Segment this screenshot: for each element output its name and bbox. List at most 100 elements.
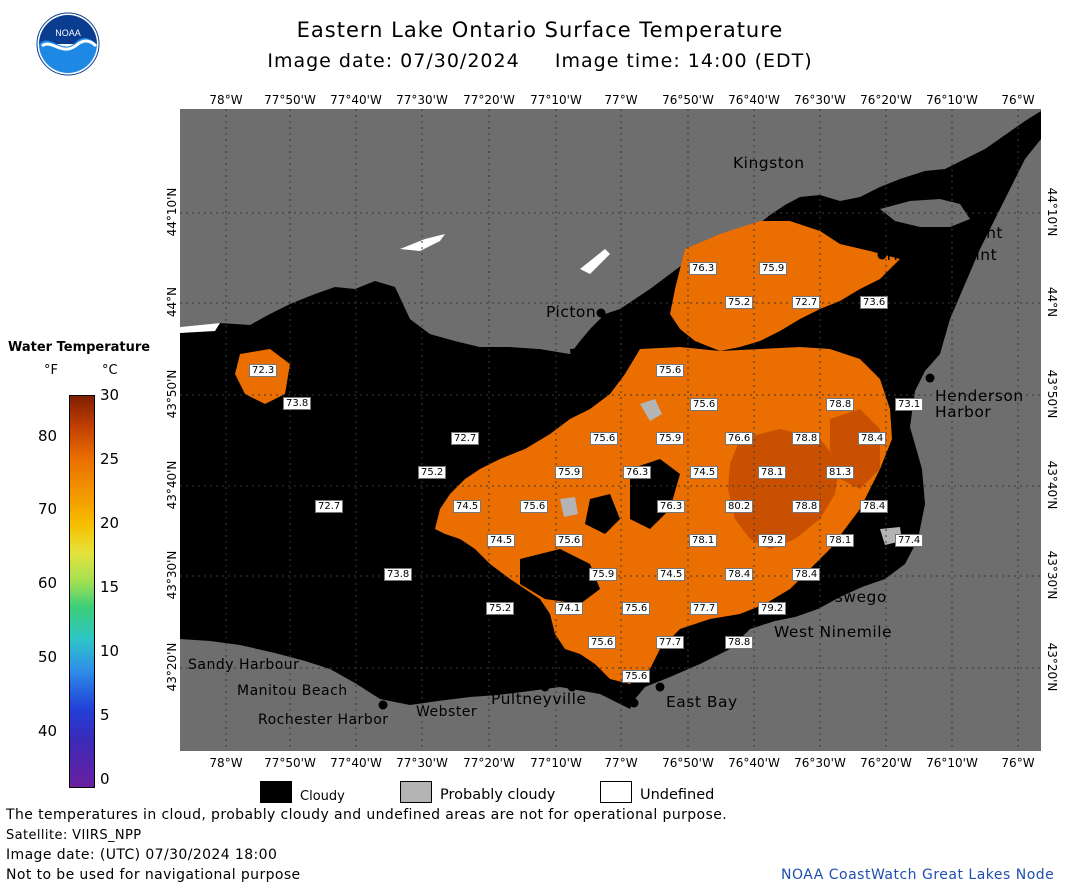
lon-label-bottom: 76°50'W [662,756,714,770]
unit-celsius: °C [102,363,118,378]
colorbar-celsius-tick: 5 [100,706,110,724]
temperature-label: 74.5 [690,466,719,479]
temperature-label: 75.9 [555,466,584,479]
temperature-label: 77.7 [656,636,685,649]
temperature-label: 78.1 [758,466,787,479]
map-subtitle: Image date: 07/30/2024 Image time: 14:00… [267,50,813,72]
lat-label-left: 44°10'N [165,187,179,237]
probably-cloudy-1 [640,399,662,421]
colorbar-celsius-tick: 30 [100,386,120,404]
legend-probably-cloudy-swatch [400,781,432,803]
lon-label-bottom: 76°20'W [860,756,912,770]
temperature-label: 79.2 [758,534,787,547]
lon-label-top: 77°40'W [330,93,382,107]
map-gridlines [180,109,1041,751]
temperature-label: 75.9 [589,568,618,581]
city-manitou-beach: Manitou Beach [237,683,348,699]
colorbar-fahrenheit-tick: 80 [38,427,58,445]
temperature-label: 79.2 [758,602,787,615]
undefined-3 [180,323,220,333]
colorbar-title: Water Temperature [8,340,151,355]
temperature-label: 78.8 [725,636,754,649]
city-west-ninemile: West Ninemile [774,623,893,641]
lon-label-bottom: 77°40'W [330,756,382,770]
temperature-label: 78.8 [792,500,821,513]
city-dot [629,698,639,708]
temperature-label: 75.2 [725,296,754,309]
colorbar-celsius-tick: 10 [100,642,120,660]
temperature-label: 73.1 [895,398,924,411]
city-dot [805,593,815,603]
colorbar-fahrenheit-tick: 60 [38,574,58,592]
footer-disclaimer: The temperatures in cloud, probably clou… [6,807,728,823]
footer-satellite: Satellite: VIIRS_NPP [6,828,142,843]
city-rochester-harbor: Rochester Harbor [258,712,389,728]
lon-label-top: 76°10'W [926,93,978,107]
city-dot [877,250,887,260]
lat-label-right: 43°20'N [1045,642,1059,692]
city-henderson-2: Harbor [935,403,992,421]
lat-label-right: 43°30'N [1045,550,1059,600]
temperature-label: 80.2 [725,500,754,513]
temperature-label: 73.8 [283,397,312,410]
legend-probably-cloudy-label: Probably cloudy [440,787,556,803]
temperature-label: 81.3 [826,466,855,479]
lat-label-right: 43°40'N [1045,460,1059,510]
legend-undefined-swatch [600,781,632,803]
temperature-label: 75.6 [590,432,619,445]
lon-label-top: 78°W [209,93,243,107]
city-dot [925,373,935,383]
temperature-label: 77.4 [895,534,924,547]
lon-label-bottom: 76°30'W [794,756,846,770]
temperature-label: 75.6 [520,500,549,513]
lon-label-top: 77°50'W [264,93,316,107]
lon-label-top: 77°10'W [530,93,582,107]
lat-label-left: 43°40'N [165,460,179,510]
footer-image-date: Image date: (UTC) 07/30/2024 18:00 [6,847,278,863]
lon-label-top: 77°30'W [396,93,448,107]
colorbar-celsius-tick: 0 [100,770,110,788]
temperature-label: 75.2 [486,602,515,615]
city-dot [567,682,577,692]
city-oswego: Oswego [822,588,887,606]
land-north-shore [400,201,590,259]
temperature-label: 76.3 [623,466,652,479]
legend-cloudy-label: Cloudy [300,789,345,804]
land-prince-edward [410,299,590,354]
city-dot [433,685,443,695]
city-pultneyville: Pultneyville [491,690,587,708]
cloud-patch-4 [570,347,630,381]
map-title: Eastern Lake Ontario Surface Temperature [296,18,784,42]
city-dot [596,308,606,318]
colorbar-fahrenheit-tick: 40 [38,722,58,740]
lon-label-top: 77°20'W [463,93,515,107]
svg-text:NOAA: NOAA [55,28,81,38]
noaa-logo: NOAA [36,12,100,76]
temperature-label: 73.6 [860,296,889,309]
colorbar-fahrenheit-tick: 70 [38,500,58,518]
city-tibbetts-point: Tibbetts Point [884,246,998,264]
temperature-map [180,109,1041,751]
colorbar [69,395,95,788]
warm-water-east [670,221,900,351]
city-dot [540,682,550,692]
lon-label-top: 77°W [604,93,638,107]
lon-label-bottom: 77°10'W [530,756,582,770]
lat-label-left: 43°50'N [165,369,179,419]
temperature-label: 72.7 [792,296,821,309]
temperature-label: 78.1 [826,534,855,547]
temperature-label: 76.3 [689,262,718,275]
temperature-label: 73.8 [384,568,413,581]
temperature-label: 75.2 [418,466,447,479]
temperature-label: 76.6 [725,432,754,445]
temperature-label: 78.4 [858,432,887,445]
temperature-label: 74.5 [657,568,686,581]
temperature-label: 77.7 [690,602,719,615]
temperature-label: 74.1 [555,602,584,615]
city-henderson-1: Henderson [935,387,1024,405]
city-sandy-harbour: Sandy Harbour [188,657,300,673]
city-dot [378,700,388,710]
temperature-label: 76.3 [657,500,686,513]
lon-label-bottom: 77°W [604,756,638,770]
city-markers [378,223,935,710]
